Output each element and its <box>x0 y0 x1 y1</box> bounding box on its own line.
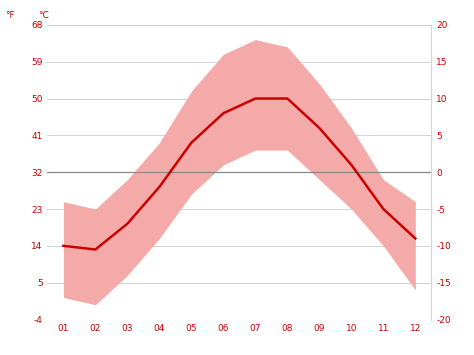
Text: °C: °C <box>38 11 49 20</box>
Text: °F: °F <box>5 11 14 20</box>
